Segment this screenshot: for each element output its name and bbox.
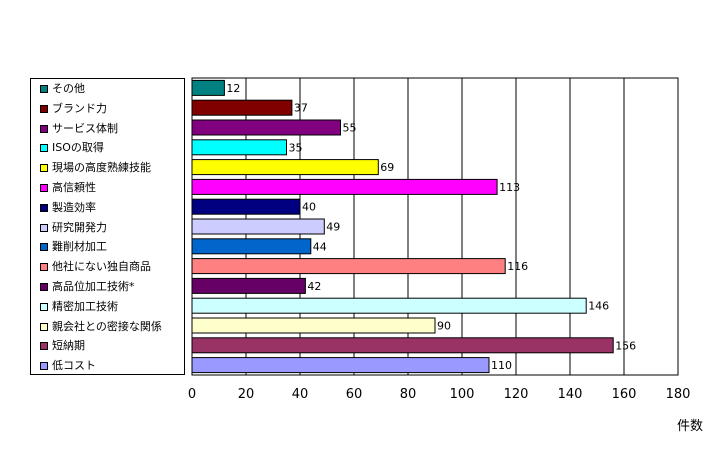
- legend-label: 現場の高度熟練技能: [52, 161, 151, 175]
- bar: [191, 297, 587, 314]
- bar: [191, 119, 341, 136]
- legend-swatch: [40, 362, 48, 371]
- legend-swatch: [40, 164, 48, 173]
- bar: [191, 79, 225, 96]
- legend-item: 高品位加工技術*: [40, 279, 135, 295]
- legend-item: 製造効率: [40, 200, 96, 216]
- legend-swatch: [40, 104, 48, 113]
- bar: [191, 178, 498, 195]
- legend-label: 研究開発力: [52, 220, 107, 234]
- legend-item: その他: [40, 81, 85, 97]
- bar-value-label: 12: [226, 82, 240, 95]
- legend-label: 他社にない独自商品: [52, 260, 151, 274]
- bar-value-label: 110: [491, 359, 512, 372]
- bar: [191, 258, 506, 275]
- bar: [191, 317, 436, 334]
- legend-item: 高信頼性: [40, 180, 96, 196]
- bar-value-label: 49: [326, 221, 340, 234]
- legend-item: ISOの取得: [40, 140, 104, 156]
- legend-label: 高信頼性: [52, 180, 96, 194]
- bar-value-label: 37: [294, 102, 308, 115]
- legend-label: その他: [52, 81, 85, 95]
- legend-swatch: [40, 243, 48, 252]
- legend-item: ブランド力: [40, 101, 107, 117]
- bar: [191, 218, 325, 235]
- bar: [191, 198, 301, 215]
- legend-item: 精密加工技術: [40, 299, 118, 315]
- legend: その他ブランド力サービス体制 ISOの取得現場の高度熟練技能 高信頼性製造効率研究開…: [30, 78, 185, 375]
- legend-swatch: [40, 144, 48, 153]
- legend-label: ISOの取得: [52, 141, 104, 155]
- legend-item: 低コスト: [40, 358, 96, 374]
- legend-label: サービス体制: [52, 121, 118, 135]
- bar: [191, 357, 490, 374]
- legend-swatch: [40, 183, 48, 192]
- x-tick-label: 140: [558, 387, 583, 402]
- legend-label: 難削材加工: [52, 240, 107, 254]
- bar: [191, 238, 312, 255]
- legend-swatch: [40, 342, 48, 351]
- legend-label: 精密加工技術: [52, 299, 118, 313]
- bar-value-label: 146: [588, 300, 609, 313]
- legend-item: 短納期: [40, 338, 85, 354]
- legend-item: 研究開発力: [40, 220, 107, 236]
- bars: [191, 79, 614, 374]
- x-tick-label: 120: [504, 387, 529, 402]
- value-labels: 12 37 55 35 69 113 40 49 44 116 42 146 90 156 110: [226, 82, 636, 372]
- bar-value-label: 35: [289, 141, 303, 154]
- bar-value-label: 40: [302, 201, 316, 214]
- x-tick-label: 180: [666, 387, 691, 402]
- x-tick-labels: 0 20 40 60 80 100 120 140 160 180: [188, 387, 691, 402]
- legend-item: 現場の高度熟練技能: [40, 160, 151, 176]
- bar: [191, 337, 614, 354]
- x-tick-label: 60: [346, 387, 363, 402]
- bar-value-label: 55: [343, 122, 357, 135]
- legend-swatch: [40, 302, 48, 311]
- legend-item: 他社にない独自商品: [40, 259, 151, 275]
- bar: [191, 139, 287, 156]
- legend-label: 高品位加工技術*: [52, 279, 135, 293]
- x-axis-label: 件数: [677, 419, 703, 434]
- legend-label: 親会社との密接な関係: [52, 319, 162, 333]
- bar-value-label: 44: [313, 240, 327, 253]
- x-tick-label: 40: [292, 387, 309, 402]
- legend-label: 製造効率: [52, 200, 96, 214]
- legend-swatch: [40, 223, 48, 232]
- bar: [191, 99, 293, 116]
- legend-label: 短納期: [52, 339, 85, 353]
- x-tick-label: 0: [188, 387, 196, 402]
- legend-swatch: [40, 322, 48, 331]
- legend-swatch: [40, 203, 48, 212]
- bar-value-label: 69: [380, 161, 394, 174]
- x-tick-label: 100: [450, 387, 475, 402]
- x-tick-label: 80: [400, 387, 417, 402]
- legend-swatch: [40, 124, 48, 133]
- bar-value-label: 116: [507, 260, 528, 273]
- legend-item: サービス体制: [40, 121, 118, 137]
- bar-value-label: 90: [437, 320, 451, 333]
- legend-swatch: [40, 282, 48, 291]
- bar: [191, 159, 379, 176]
- x-tick-label: 160: [612, 387, 637, 402]
- bar-value-label: 42: [307, 280, 321, 293]
- legend-label: 低コスト: [52, 359, 96, 373]
- x-tick-label: 20: [238, 387, 255, 402]
- legend-item: 親会社との密接な関係: [40, 319, 162, 335]
- bar-value-label: 113: [499, 181, 520, 194]
- legend-label: ブランド力: [52, 101, 107, 115]
- bar-value-label: 156: [615, 339, 636, 352]
- legend-swatch: [40, 263, 48, 272]
- legend-item: 難削材加工: [40, 239, 107, 255]
- legend-swatch: [40, 84, 48, 93]
- bar: [191, 277, 306, 294]
